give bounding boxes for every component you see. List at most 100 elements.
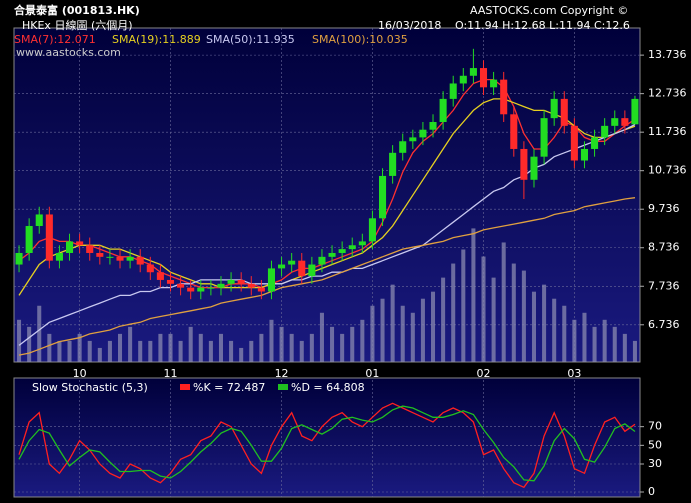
- volume-bar: [259, 333, 264, 362]
- x-tick-label: 11: [164, 367, 178, 380]
- candle-body: [227, 279, 235, 284]
- watermark: www.aastocks.com: [16, 46, 121, 59]
- volume-bar: [471, 228, 476, 362]
- candle-body: [328, 252, 336, 257]
- y-tick-label: 6.736: [648, 318, 680, 331]
- candle-body: [550, 98, 558, 119]
- line-series: [18, 98, 636, 296]
- x-tick-label: 03: [567, 367, 581, 380]
- legend-label: SMA(50):11.935: [206, 33, 295, 46]
- y-tick-label: 70: [648, 420, 662, 433]
- candle-body: [308, 264, 316, 277]
- y-tick-label: 50: [648, 438, 662, 451]
- volume-bar: [360, 319, 365, 362]
- volume-bar: [87, 340, 92, 362]
- candle-body: [55, 252, 63, 261]
- candle-body: [560, 98, 568, 126]
- candle-body: [409, 137, 417, 142]
- legend-swatch: [180, 384, 190, 390]
- volume-bar: [47, 333, 52, 362]
- legend-label: %K = 72.487: [193, 381, 265, 394]
- x-tick-label: 10: [73, 367, 87, 380]
- candle-body: [96, 252, 104, 257]
- candle-body: [570, 125, 578, 161]
- y-tick-label: 7.736: [648, 279, 680, 292]
- x-tick-label: 01: [365, 367, 379, 380]
- volume-bar: [330, 326, 335, 362]
- volume-bar: [340, 333, 345, 362]
- volume-bar: [269, 319, 274, 362]
- candle-body: [126, 256, 134, 261]
- volume-bar: [27, 326, 32, 362]
- volume-bar: [582, 312, 587, 362]
- volume-bar: [158, 333, 163, 362]
- candle-body: [76, 241, 84, 246]
- candle-body: [257, 287, 265, 292]
- candle-body: [530, 156, 538, 180]
- candle-body: [500, 79, 508, 115]
- candle-body: [368, 218, 376, 242]
- legend-label: %D = 64.808: [291, 381, 365, 394]
- candle-body: [469, 68, 477, 76]
- volume-bar: [249, 340, 254, 362]
- candle-body: [389, 152, 397, 176]
- volume-bar: [531, 291, 537, 362]
- candle-body: [146, 264, 154, 273]
- volume-bar: [299, 340, 304, 362]
- candle-body: [510, 114, 518, 149]
- candle-body: [35, 214, 43, 227]
- candle-body: [399, 141, 407, 153]
- candle-body: [490, 79, 498, 88]
- candle-body: [611, 118, 619, 126]
- candle-body: [631, 98, 639, 125]
- candle-body: [540, 118, 548, 157]
- candle-body: [187, 287, 195, 292]
- line-series: [18, 405, 636, 482]
- candle-body: [338, 249, 346, 253]
- x-tick-label: 02: [477, 367, 491, 380]
- legend-label: SMA(100):10.035: [312, 33, 408, 46]
- volume-bar: [410, 312, 415, 362]
- volume-bar: [501, 242, 506, 362]
- candle-body: [247, 283, 255, 288]
- candle-body: [358, 241, 366, 246]
- volume-bar: [309, 333, 314, 362]
- candle-body: [459, 75, 467, 84]
- y-tick-label: 13.736: [648, 48, 687, 61]
- candle-body: [479, 68, 488, 88]
- volume-bar: [138, 340, 143, 362]
- line-series: [18, 402, 636, 489]
- candle-body: [298, 260, 306, 277]
- volume-bar: [178, 340, 183, 362]
- volume-bar: [279, 326, 284, 362]
- volume-bar: [420, 298, 425, 362]
- volume-bar: [461, 249, 466, 362]
- candle-body: [378, 175, 387, 219]
- volume-bar: [370, 305, 375, 362]
- volume-bar: [441, 277, 446, 362]
- volume-bar: [542, 284, 547, 362]
- volume-bar: [380, 298, 385, 362]
- line-series: [18, 78, 636, 289]
- volume-bar: [491, 277, 496, 362]
- volume-bar: [350, 326, 355, 362]
- candle-body: [429, 121, 437, 130]
- volume-bar: [612, 326, 617, 362]
- volume-bar: [592, 326, 597, 362]
- volume-bar: [562, 305, 567, 362]
- candle-body: [318, 256, 326, 265]
- legend-swatch: [278, 384, 288, 390]
- candle-body: [166, 279, 175, 284]
- volume-bar: [511, 263, 516, 362]
- volume-bar: [208, 340, 213, 362]
- candle-body: [45, 214, 53, 261]
- y-tick-label: 0: [648, 485, 655, 498]
- chart-title: 合景泰富 (001813.HK): [14, 3, 140, 17]
- volume-bar: [128, 326, 133, 362]
- volume-bar: [521, 270, 526, 362]
- candle-body: [156, 272, 164, 280]
- volume-bar: [17, 319, 22, 362]
- y-tick-label: 8.736: [648, 241, 680, 254]
- volume-bar: [77, 333, 82, 362]
